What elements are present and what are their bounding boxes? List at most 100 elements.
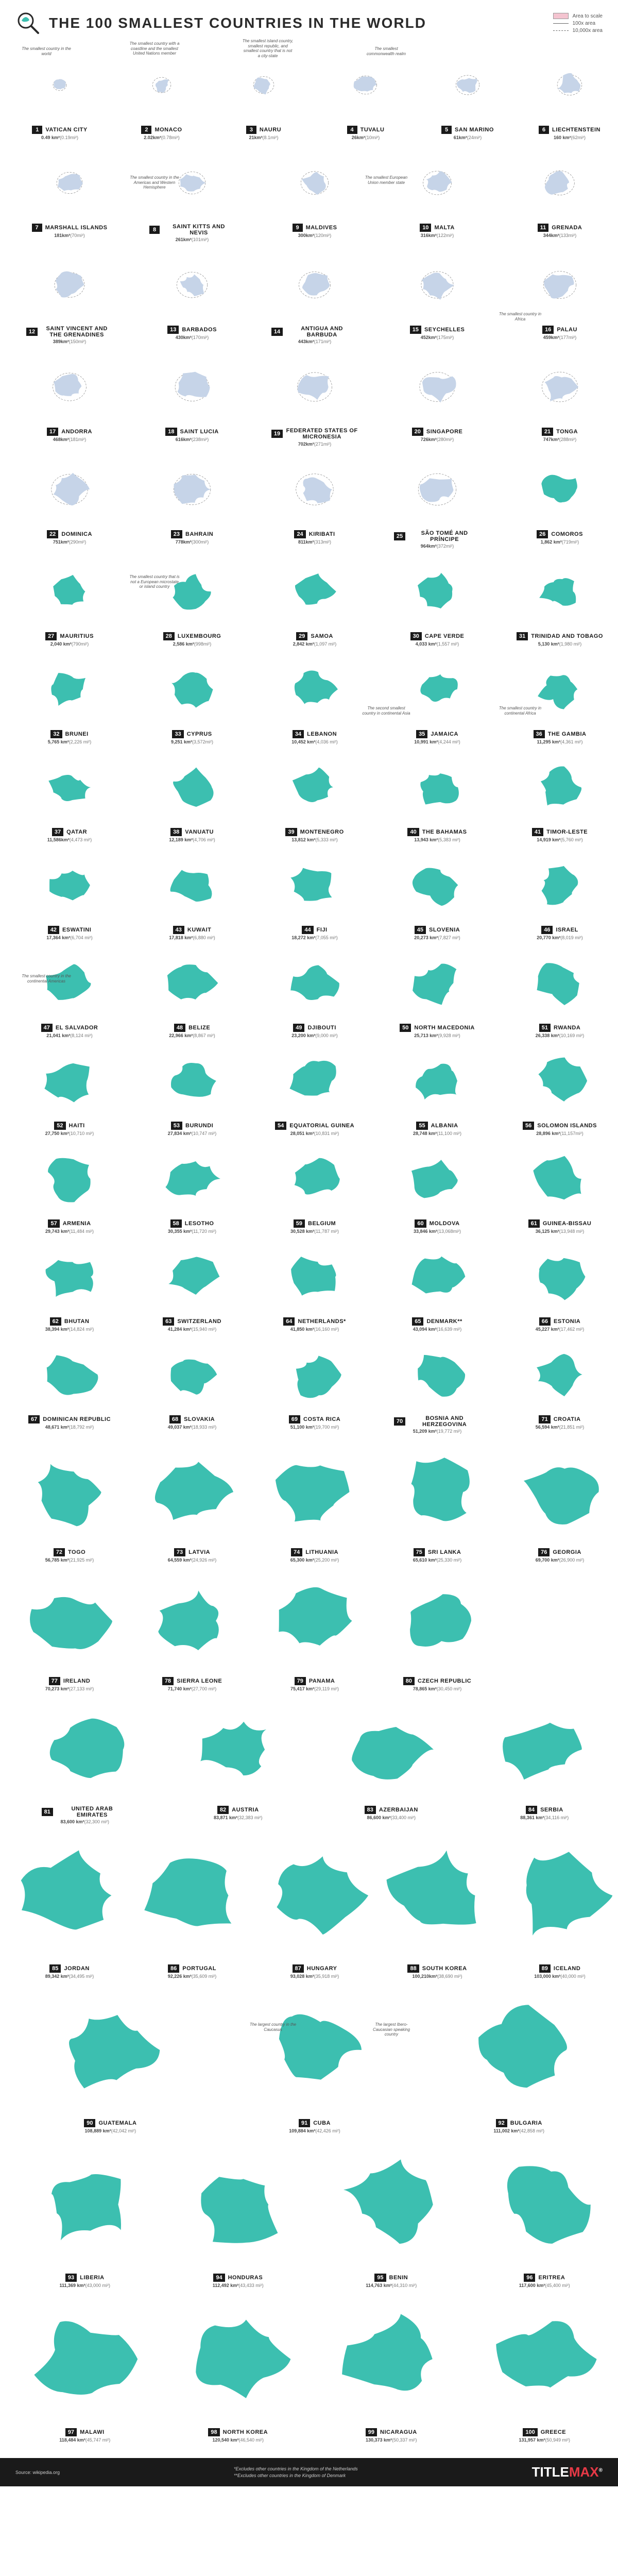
country-shape bbox=[284, 658, 346, 720]
rank-badge: 70 bbox=[394, 1417, 405, 1426]
country-shape bbox=[39, 658, 100, 720]
country-name: DJIBOUTI bbox=[307, 1025, 336, 1031]
country-shape-area bbox=[10, 846, 129, 924]
country-cell: 41 TIMOR-LESTE 14,919 km²(5,760 mi²) bbox=[501, 749, 618, 842]
country-label: 26 COMOROS 1,862 km²(719mi²) bbox=[501, 530, 618, 545]
country-area: 468km²(181mi²) bbox=[10, 437, 129, 442]
rank-badge: 84 bbox=[526, 1806, 537, 1814]
country-area: 2,842 km²(1,097 mi²) bbox=[255, 641, 374, 647]
country-area: 51,100 km²(19,700 mi²) bbox=[255, 1425, 374, 1430]
country-cell: 62 BHUTAN 38,394 km²(14,824 mi²) bbox=[10, 1238, 129, 1332]
rank-badge: 19 bbox=[271, 430, 283, 438]
country-shape bbox=[406, 152, 468, 214]
rank-badge: 64 bbox=[283, 1317, 295, 1326]
country-shape-area bbox=[501, 1238, 618, 1315]
country-cell: 16 PALAU 459km²(177mi²) bbox=[501, 246, 618, 344]
country-label: 3 NAURU 21km²(8.1mi²) bbox=[214, 126, 313, 140]
country-label: 74 LITHUANIA 65,300 km²(25,200 mi²) bbox=[255, 1548, 374, 1563]
rank-badge: 48 bbox=[174, 1024, 185, 1032]
country-shape bbox=[284, 1148, 346, 1210]
country-label: 23 BAHRAIN 778km²(300mi²) bbox=[133, 530, 251, 545]
callout-text: The largest Ibero-Caucasian speaking cou… bbox=[366, 2022, 417, 2037]
country-area: 14,919 km²(5,760 mi²) bbox=[501, 837, 618, 842]
rank-badge: 85 bbox=[49, 1964, 61, 1973]
country-cell: 88 SOUTH KOREA 100,210km²(38,690 mi²) bbox=[378, 1828, 496, 1979]
country-label: 37 QATAR 11,586km²(4,473 mi²) bbox=[10, 828, 129, 842]
country-shape-area bbox=[10, 553, 129, 630]
country-cell: 46 ISRAEL 20,770 km²(8,019 mi²) bbox=[501, 846, 618, 940]
rank-badge: 43 bbox=[173, 926, 184, 934]
country-cell: 43 KUWAIT 17,818 km²(6,880 mi²) bbox=[133, 846, 251, 940]
country-label: 38 VANUATU 12,189 km²(4,706 mi²) bbox=[133, 828, 251, 842]
country-name: DENMARK** bbox=[426, 1318, 462, 1325]
country-cell: 32 BRUNEI 5,765 km²(2,226 mi²) bbox=[10, 651, 129, 744]
country-area: 108,889 km²(42,042 mi²) bbox=[10, 2128, 211, 2133]
country-shape-area bbox=[255, 1438, 374, 1546]
country-label: 75 SRI LANKA 65,610 km²(25,330 mi²) bbox=[378, 1548, 496, 1563]
country-name: CZECH REPUBLIC bbox=[418, 1678, 471, 1684]
rank-badge: 25 bbox=[394, 532, 405, 540]
country-name: COSTA RICA bbox=[303, 1416, 340, 1422]
country-shape bbox=[39, 1703, 131, 1796]
country-shape bbox=[161, 1148, 223, 1210]
country-label: 6 LIECHTENSTEIN 160 km²(62mi²) bbox=[520, 126, 618, 140]
country-label: 78 SIERRA LEONE 71,740 km²(27,700 mi²) bbox=[133, 1677, 251, 1691]
country-label: 88 SOUTH KOREA 100,210km²(38,690 mi²) bbox=[378, 1964, 496, 1979]
country-cell: 29 SAMOA 2,842 km²(1,097 mi²) bbox=[255, 553, 374, 647]
country-cell: 40 THE BAHAMAS 13,943 km²(5,383 mi²) bbox=[378, 749, 496, 842]
country-name: GUINEA-BISSAU bbox=[543, 1221, 592, 1227]
country-cell: 84 SERBIA 88,361 km²(34,116 mi²) bbox=[470, 1696, 618, 1824]
country-cell: 81 UNITED ARAB EMIRATES 83,600 km²(32,30… bbox=[10, 1696, 160, 1824]
rank-badge: 96 bbox=[524, 2274, 535, 2282]
rank-badge: 86 bbox=[168, 1964, 179, 1973]
country-name: EQUATORIAL GUINEA bbox=[289, 1123, 354, 1129]
country-cell: 6 LIECHTENSTEIN 160 km²(62mi²) bbox=[520, 46, 618, 140]
country-shape-area bbox=[501, 1438, 618, 1546]
country-name: CYPRUS bbox=[187, 731, 212, 737]
country-name: BAHRAIN bbox=[185, 531, 213, 537]
country-name: LATVIA bbox=[188, 1549, 210, 1555]
country-label: 57 ARMENIA 29,743 km²(11,484 mi²) bbox=[10, 1219, 129, 1234]
country-area: 17,364 km²(6,704 mi²) bbox=[10, 935, 129, 940]
country-label: 60 MOLDOVA 33,846 km²(13,068mi²) bbox=[378, 1219, 496, 1234]
country-name: ICELAND bbox=[554, 1965, 580, 1972]
country-cell: 4 TUVALU 26km²(10mi²) bbox=[316, 46, 415, 140]
country-cell: 85 JORDAN 89,342 km²(34,495 mi²) bbox=[10, 1828, 129, 1979]
country-shape-area bbox=[317, 1696, 466, 1804]
rank-badge: 12 bbox=[26, 328, 38, 336]
rank-badge: 69 bbox=[289, 1415, 300, 1423]
country-name: LESOTHO bbox=[185, 1221, 214, 1227]
rank-badge: 40 bbox=[407, 828, 419, 836]
rank-badge: 56 bbox=[523, 1122, 534, 1130]
country-label: 93 LIBERIA 111,369 km²(43,000 mi²) bbox=[10, 2274, 160, 2288]
rank-badge: 37 bbox=[52, 828, 63, 836]
country-name: LUXEMBOURG bbox=[178, 633, 221, 639]
country-shape-area bbox=[501, 846, 618, 924]
country-area: 92,226 km²(35,609 mi²) bbox=[133, 1974, 251, 1979]
country-cell: 10 MALTA 316km²(122mi²) bbox=[378, 144, 496, 242]
country-area: 26,338 km²(10,169 mi²) bbox=[501, 1033, 618, 1038]
rank-badge: 58 bbox=[170, 1219, 182, 1228]
country-cell: 93 LIBERIA 111,369 km²(43,000 mi²) bbox=[10, 2138, 160, 2288]
country-cell: 53 BURUNDI 27,834 km²(10,747 mi²) bbox=[133, 1042, 251, 1136]
rank-badge: 59 bbox=[294, 1219, 305, 1228]
country-area: 23,200 km²(9,000 mi²) bbox=[255, 1033, 374, 1038]
country-shape bbox=[529, 952, 591, 1014]
country-shape bbox=[406, 1050, 468, 1112]
rank-badge: 93 bbox=[65, 2274, 77, 2282]
country-area: 65,300 km²(25,200 mi²) bbox=[255, 1557, 374, 1563]
rank-badge: 61 bbox=[528, 1219, 540, 1228]
rank-badge: 22 bbox=[47, 530, 58, 538]
country-name: SERBIA bbox=[540, 1807, 563, 1813]
country-shape-area bbox=[378, 451, 496, 528]
country-name: SLOVAKIA bbox=[184, 1416, 215, 1422]
country-shape bbox=[498, 1703, 591, 1796]
rank-badge: 81 bbox=[42, 1808, 53, 1816]
country-label: 22 DOMINICA 751km²(290mi²) bbox=[10, 530, 129, 545]
country-area: 1,862 km²(719mi²) bbox=[501, 539, 618, 545]
country-shape-area bbox=[133, 246, 251, 324]
country-area: 38,394 km²(14,824 mi²) bbox=[10, 1327, 129, 1332]
country-shape bbox=[26, 2300, 144, 2418]
rank-badge: 54 bbox=[275, 1122, 286, 1130]
country-shape bbox=[529, 1344, 591, 1405]
